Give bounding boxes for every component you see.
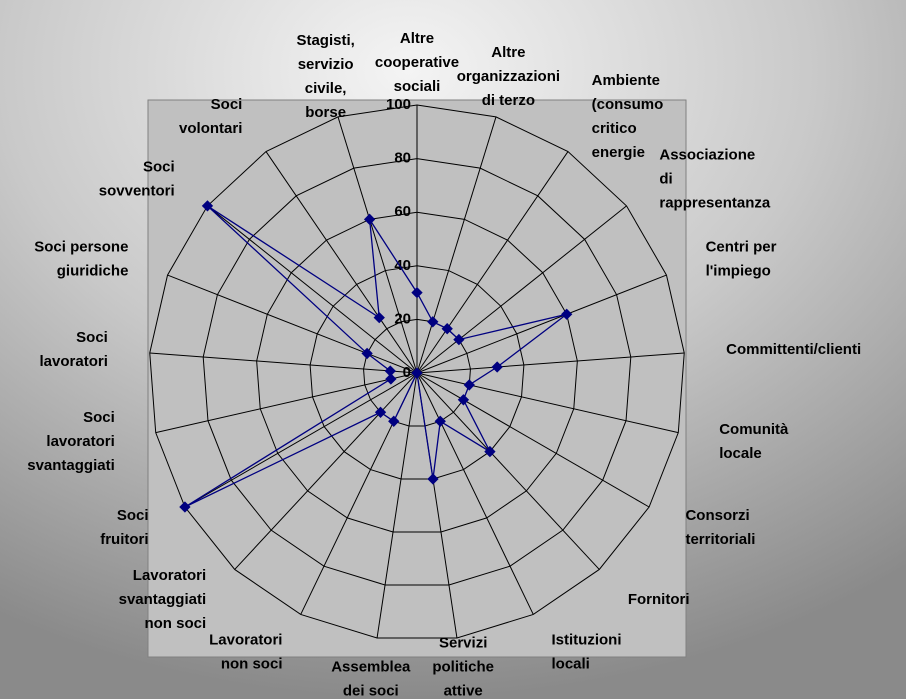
category-label: Lavoratori svantaggiati non soci xyxy=(119,567,207,632)
y-tick-label: 60 xyxy=(394,203,411,220)
category-label: Altre organizzazioni di terzo xyxy=(457,44,560,109)
category-label: Centri per l'impiego xyxy=(706,239,777,280)
y-tick-label: 40 xyxy=(394,257,411,274)
data-point xyxy=(484,445,496,458)
axis-spoke xyxy=(167,274,418,374)
axis-spoke xyxy=(416,205,627,374)
category-label: Servizipoliticheattivelavoro xyxy=(432,635,494,699)
axis-spoke xyxy=(416,116,497,374)
category-label: Consorzi territoriali xyxy=(685,507,755,548)
axis-spoke xyxy=(416,372,600,570)
axis-spoke xyxy=(234,372,418,570)
grid-line xyxy=(149,104,685,639)
axis-spoke xyxy=(265,151,418,374)
axis-spoke xyxy=(416,151,569,374)
category-label: Istituzioni locali xyxy=(552,631,622,672)
y-tick-label: 100 xyxy=(386,96,411,113)
axis-spoke xyxy=(376,372,418,639)
category-label: Soci persone giuridiche xyxy=(34,239,128,280)
category-label: Associazione di rappresentanza xyxy=(659,147,771,212)
data-point xyxy=(385,373,397,385)
y-tick-label: 20 xyxy=(394,310,411,327)
data-point xyxy=(179,501,191,513)
axis-spoke xyxy=(416,274,667,374)
category-label: Ambiente (consumo critico energie xyxy=(592,72,664,161)
data-point xyxy=(561,308,573,320)
category-label: Fornitori xyxy=(628,591,690,608)
data-point xyxy=(411,367,423,379)
data-point xyxy=(491,361,503,373)
axis-spoke xyxy=(184,372,418,508)
category-label: Lavoratori non soci xyxy=(209,631,282,672)
data-point xyxy=(384,365,396,377)
y-tick-label: 80 xyxy=(394,150,411,167)
category-label: Comunità locale xyxy=(719,421,789,462)
data-point xyxy=(427,473,439,485)
data-point xyxy=(201,200,214,212)
series-line xyxy=(184,205,568,508)
data-point xyxy=(453,333,465,346)
data-point xyxy=(427,316,439,328)
grid-line xyxy=(256,211,578,533)
data-point xyxy=(441,323,453,335)
data-point xyxy=(457,394,470,406)
category-label: Soci fruitori xyxy=(100,507,148,548)
grid-line xyxy=(309,265,525,480)
data-point xyxy=(363,213,376,226)
axis-spoke xyxy=(337,116,418,374)
y-tick-label: 0 xyxy=(403,364,411,381)
category-label: Stagisti, servizio civile, borse xyxy=(296,32,354,121)
data-point xyxy=(411,286,423,299)
category-label: Soci lavoratori svantaggiati xyxy=(27,409,115,474)
axis-spoke xyxy=(207,205,418,374)
grid-line xyxy=(202,158,632,586)
category-label: Assemblea dei soci xyxy=(331,659,411,699)
data-point xyxy=(373,311,385,324)
axis-spoke xyxy=(416,372,650,508)
axis-spoke xyxy=(416,372,534,615)
grid-line xyxy=(363,318,471,427)
category-label: Committenti/clienti xyxy=(726,341,861,358)
category-label: Altre cooperative sociali xyxy=(375,30,459,95)
axis-spoke xyxy=(416,372,679,434)
axis-spoke xyxy=(149,352,418,374)
data-point xyxy=(361,347,373,360)
category-label: Soci lavoratori xyxy=(40,329,108,370)
data-point xyxy=(434,415,446,427)
data-point xyxy=(463,379,475,391)
axis-spoke xyxy=(155,372,418,434)
data-point xyxy=(374,406,387,418)
axis-spoke xyxy=(416,352,685,374)
category-label: Soci sovventori xyxy=(99,159,175,200)
data-point xyxy=(388,415,400,427)
category-label: Soci volontari xyxy=(179,96,242,137)
